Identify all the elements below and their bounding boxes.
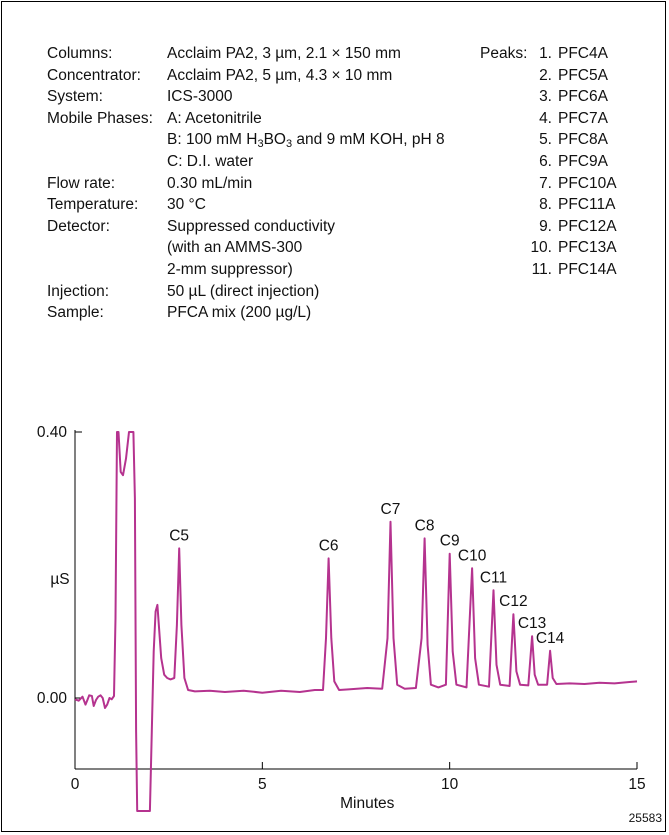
peak-name: PFC6A: [558, 88, 608, 106]
peak-name: PFC10A: [558, 174, 617, 192]
peak-label: C9: [440, 533, 460, 550]
series-line: [74, 431, 638, 812]
condition-value: A: Acetonitrile: [167, 109, 262, 127]
x-tick-label: 0: [71, 776, 80, 793]
peak-number: 7.: [539, 174, 552, 192]
text-part: and 9 mM KOH, pH 8: [292, 131, 445, 149]
peak-number: 4.: [539, 109, 552, 127]
x-tick-label: 5: [258, 776, 267, 793]
peaks-title: Peaks:: [480, 45, 528, 62]
x-axis-label: Minutes: [340, 795, 395, 812]
condition-label: Sample:: [47, 304, 104, 322]
peak-name: PFC4A: [558, 45, 608, 62]
y-tick-label: 0.40: [37, 424, 68, 441]
condition-value: PFCA mix (200 µg/L): [167, 304, 312, 322]
condition-label: Injection:: [47, 282, 110, 300]
condition-label: Mobile Phases:: [47, 109, 153, 127]
condition-label: System:: [47, 88, 103, 106]
condition-value: Suppressed conductivity: [167, 217, 336, 235]
x-tick-label: 10: [441, 776, 459, 793]
figure-id: 25583: [629, 811, 663, 825]
text-part: BO: [263, 131, 286, 149]
peak-label: C14: [536, 630, 565, 647]
peak-name: PFC12A: [558, 217, 617, 235]
condition-value: B: 100 mM H3BO3 and 9 mM KOH, pH 8: [167, 130, 445, 150]
peak-label: C10: [458, 547, 487, 564]
condition-label: Flow rate:: [47, 174, 116, 192]
peak-label: C12: [499, 593, 527, 610]
y-axis-label: µS: [50, 571, 69, 588]
condition-value: 50 µL (direct injection): [167, 282, 320, 300]
peak-name: PFC9A: [558, 153, 608, 170]
peak-label: C5: [169, 527, 189, 544]
condition-label: Detector:: [47, 217, 110, 235]
peak-name: PFC7A: [558, 109, 608, 127]
peak-number: 5.: [539, 131, 552, 149]
peak-number: 6.: [539, 153, 552, 170]
peak-number: 3.: [539, 88, 552, 106]
peak-label: C11: [480, 569, 507, 586]
peak-number: 11.: [531, 261, 552, 278]
condition-value: 0.30 mL/min: [167, 174, 253, 192]
condition-value: ICS-3000: [167, 88, 233, 106]
condition-label: Temperature:: [47, 196, 139, 214]
peak-number: 8.: [539, 196, 552, 214]
peak-number: 2.: [539, 66, 552, 84]
text-part: B: 100 mM H: [167, 131, 258, 149]
peak-name: PFC14A: [558, 261, 617, 278]
peak-label: C8: [415, 517, 435, 534]
peak-name: PFC8A: [558, 131, 608, 149]
peak-label: C7: [381, 501, 401, 518]
peak-number: 1.: [539, 45, 552, 62]
peak-label: C6: [319, 537, 339, 554]
condition-value: Acclaim PA2, 3 µm, 2.1 × 150 mm: [167, 45, 401, 62]
peak-name: PFC11A: [558, 196, 616, 214]
condition-label: Columns:: [47, 45, 113, 62]
condition-value: C: D.I. water: [167, 153, 254, 170]
chart-axes: 0 5 10 15 0.40 0.00: [37, 424, 646, 793]
peak-number: 10.: [530, 239, 552, 257]
condition-value: 2-mm suppressor): [167, 261, 293, 278]
condition-value: 30 °C: [167, 196, 206, 214]
peak-name: PFC13A: [558, 239, 617, 257]
y-tick-label: 0.00: [37, 690, 68, 707]
condition-value: (with an AMMS-300: [167, 239, 303, 257]
peak-number: 9.: [539, 217, 552, 235]
x-tick-label: 15: [628, 776, 645, 793]
subscript: 3: [257, 138, 264, 151]
condition-label: Concentrator:: [47, 66, 141, 84]
condition-value: Acclaim PA2, 5 µm, 4.3 × 10 mm: [167, 66, 393, 84]
subscript: 3: [285, 138, 293, 151]
peak-name: PFC5A: [558, 66, 608, 84]
peak-label: C13: [518, 615, 546, 632]
